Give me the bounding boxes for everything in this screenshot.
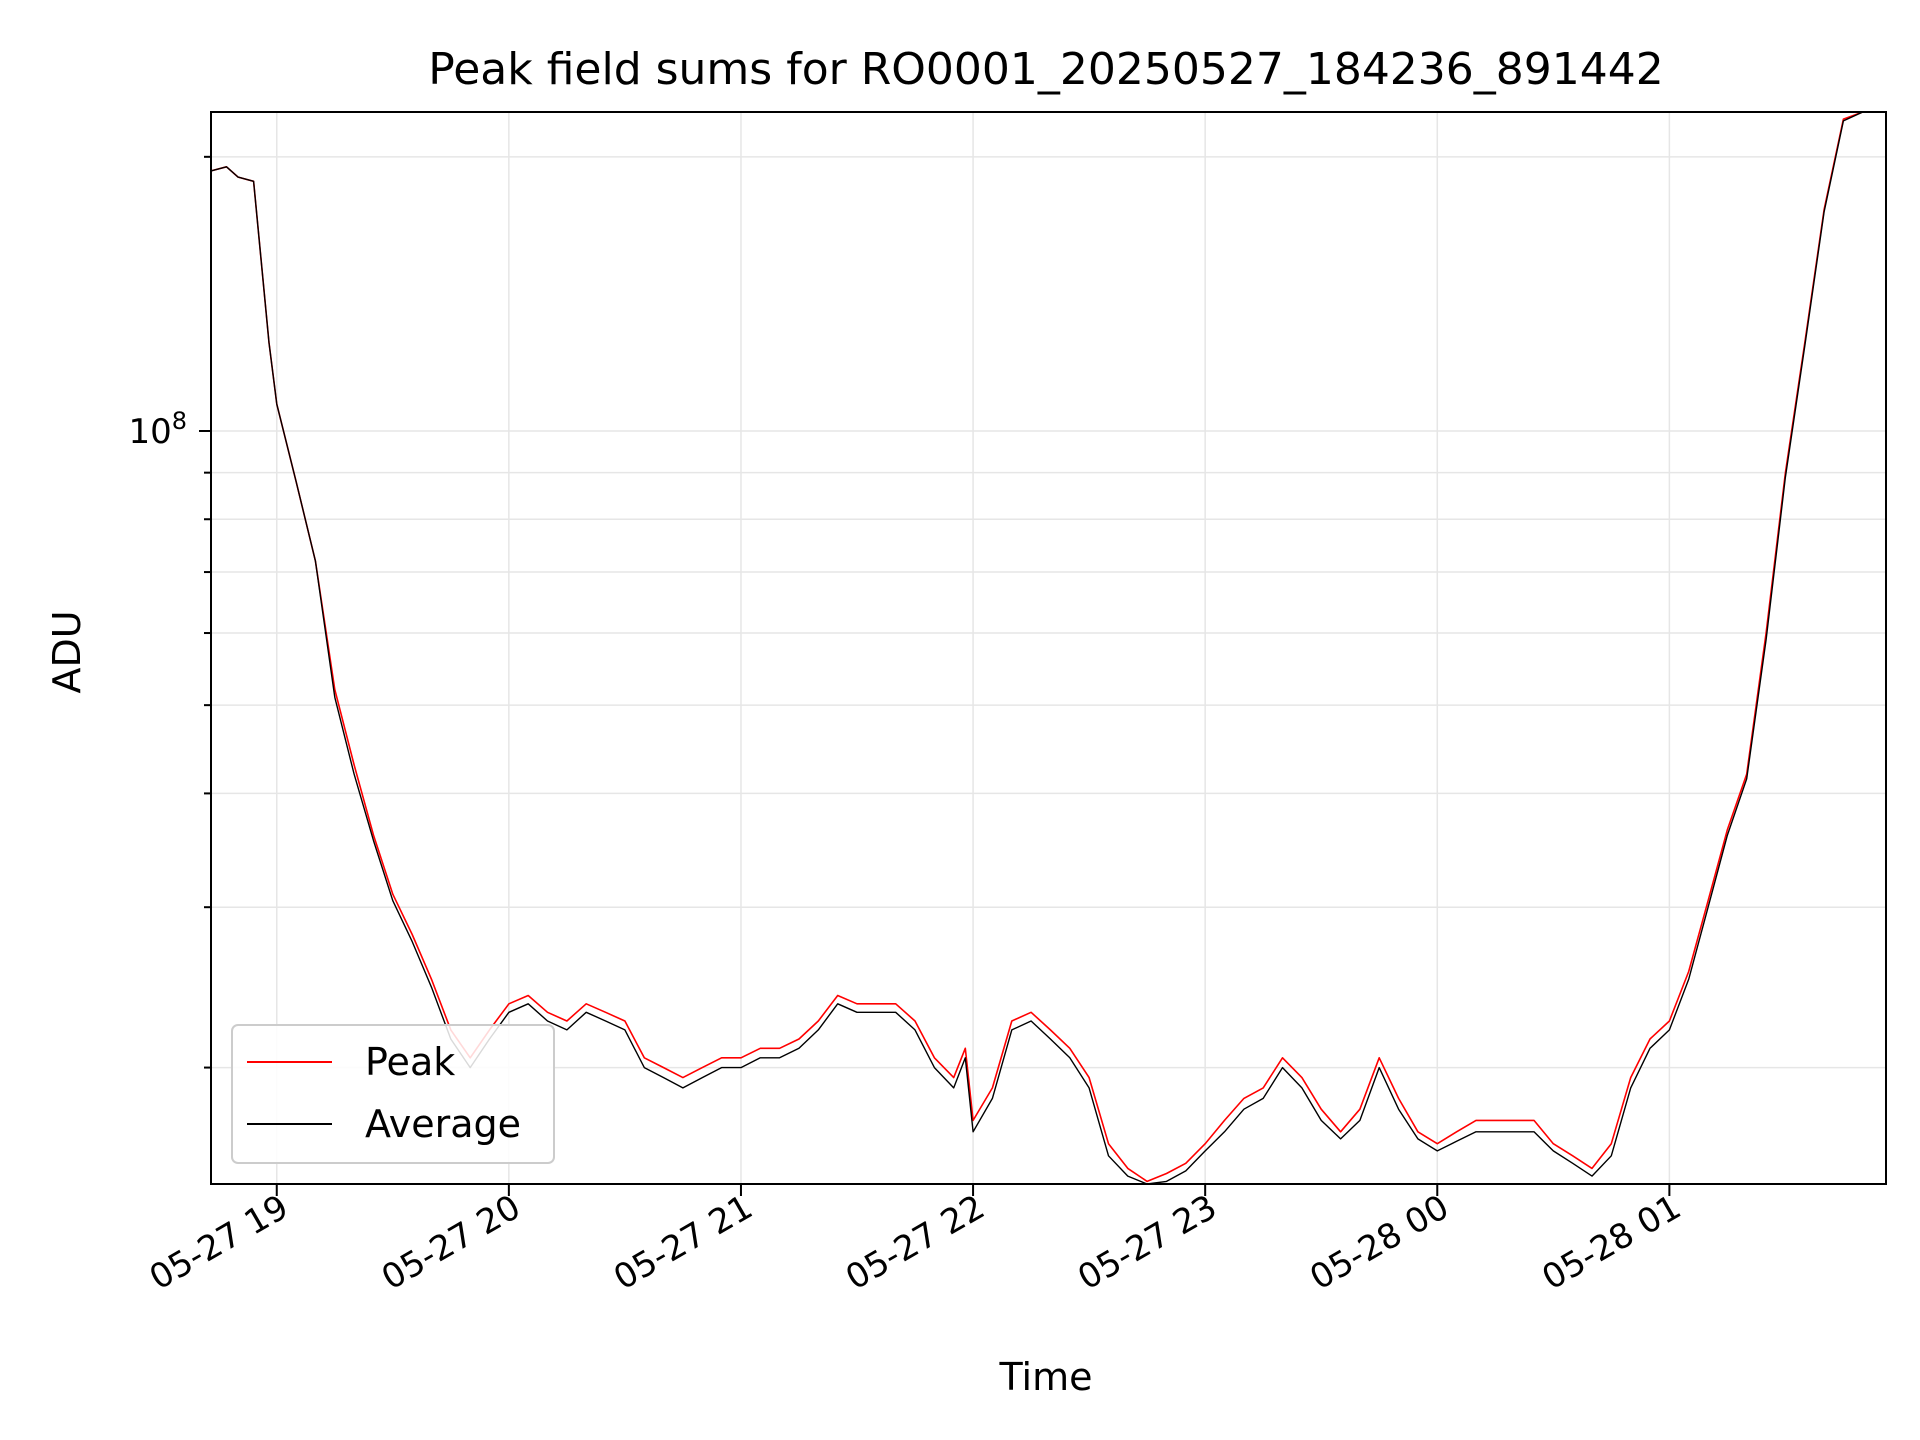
y-tick-label: 108 [128,407,187,452]
legend: Peak Average [231,1024,555,1164]
y-axis-label: ADU [45,610,89,693]
x-axis-label: Time [999,1355,1093,1399]
plot-area-frame [210,111,1887,1185]
legend-label-average: Average [365,1102,521,1146]
chart-title: Peak field sums for RO0001_20250527_1842… [428,44,1664,95]
legend-label-peak: Peak [365,1040,455,1084]
legend-box [231,1024,555,1164]
y-axis: 108 [128,155,211,1069]
